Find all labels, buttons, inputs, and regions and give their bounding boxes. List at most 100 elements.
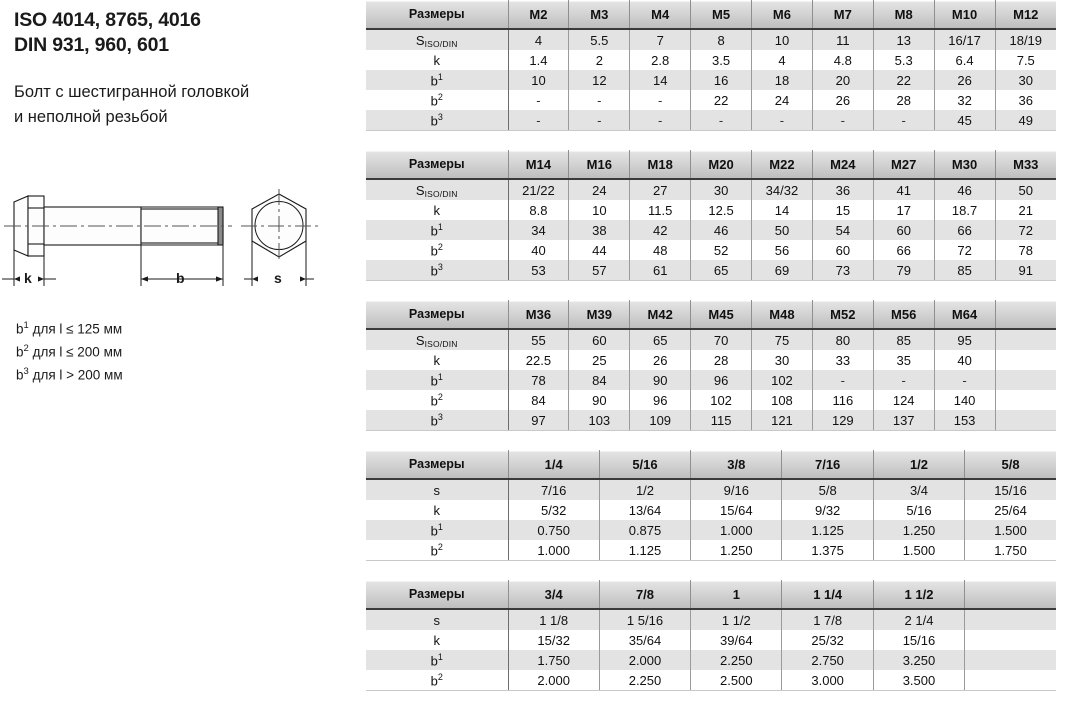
cell-value: 9/16 [690,479,783,500]
cell-value: 1.250 [873,520,966,540]
cell-value: 0.875 [599,520,692,540]
cell-value: 25/64 [964,500,1056,520]
header-cell-size-M14: M14 [508,150,570,180]
header-cell-size-1: 1 [690,580,783,610]
cell-value: 11 [812,29,874,50]
cell-value: 1 1/8 [508,609,600,630]
cell-value: 30 [690,179,753,200]
row-label-k: k [366,50,509,70]
cell-value: - [690,110,753,131]
cell-value: 54 [812,220,874,240]
cell-value: 2 1/4 [873,609,966,630]
cell-value: 7 [629,29,692,50]
cell-value: 22 [873,70,935,90]
dimension-k [2,250,56,286]
cell-value: 66 [873,240,935,260]
cell-value: 2 [568,50,631,70]
header-cell-size-M5: M5 [690,0,753,30]
cell-value: 137 [873,410,935,431]
cell-value: 21/22 [508,179,570,200]
header-cell-size-M6: M6 [751,0,813,30]
cell-value: 3/4 [873,479,966,500]
table-row: b3 53 57 61 65 69 73 79 85 91 [366,260,1056,281]
imperial-table-1: Размеры 1/4 5/16 3/8 7/16 1/2 5/8 s 7/16 1/2 9/16 5… [366,450,1056,561]
table-row: b1 34 38 42 46 50 54 60 66 72 [366,220,1056,240]
cell-value: 61 [629,260,692,281]
cell-value: 78 [508,370,570,390]
table-header-row: Размеры 1/4 5/16 3/8 7/16 1/2 5/8 [366,450,1056,480]
dimension-k-label: k [24,270,32,286]
cell-value: 102 [690,390,753,410]
header-cell-dimensions: Размеры [366,0,509,30]
table-row: b1 0.750 0.875 1.000 1.125 1.250 1.500 [366,520,1056,540]
cell-value: 55 [508,329,570,350]
cell-value: 45 [934,110,996,131]
header-cell-size-M20: M20 [690,150,753,180]
cell-value: 12.5 [690,200,753,220]
cell-value: 26 [934,70,996,90]
cell-value: 56 [751,240,813,260]
cell-value: 2.8 [629,50,692,70]
cell-value: 3.500 [873,670,966,691]
cell-value: 7.5 [995,50,1056,70]
header-cell-size-M24: M24 [812,150,874,180]
dimension-s [244,241,314,286]
hex-bolt-drawing: k b s [0,183,330,293]
dimension-b-label: b [176,270,185,286]
header-cell-size-M45: M45 [690,300,753,330]
cell-value: 11.5 [629,200,692,220]
cell-value: 3.000 [781,670,874,691]
cell-value: 9/32 [781,500,874,520]
header-cell-dimensions: Размеры [366,450,509,480]
header-cell-size-M48: M48 [751,300,813,330]
header-cell-size-M3: M3 [568,0,631,30]
cell-value [995,410,1056,431]
cell-value: - [751,110,813,131]
footnotes-block: b1 для l ≤ 125 мм b2 для l ≤ 200 мм b3 для… [16,316,123,385]
header-cell-dimensions: Размеры [366,300,509,330]
cell-value: 34 [508,220,570,240]
table-row: s 7/16 1/2 9/16 5/8 3/4 15/16 [366,479,1056,500]
cell-value: 5/8 [781,479,874,500]
header-cell-size-5-16: 5/16 [599,450,692,480]
row-label-s_iso_din: SISO/DIN [366,329,509,350]
cell-value: 28 [873,90,935,110]
cell-value: 48 [629,240,692,260]
cell-value: 1 5/16 [599,609,692,630]
header-cell-size-M22: M22 [751,150,813,180]
cell-value [995,370,1056,390]
cell-value: 13/64 [599,500,692,520]
cell-value: 39/64 [690,630,783,650]
cell-value: 10 [568,200,631,220]
cell-value: 60 [568,329,631,350]
cell-value: 72 [934,240,996,260]
cell-value: 1.250 [690,540,783,561]
cell-value: 1.750 [964,540,1056,561]
table-row: k 22.5 25 26 28 30 33 35 40 [366,350,1056,370]
cell-value: - [568,90,631,110]
cell-value: 40 [934,350,996,370]
row-label-s_iso_din: SISO/DIN [366,179,509,200]
cell-value [995,329,1056,350]
cell-value: 15/32 [508,630,600,650]
header-cell-size-M64: M64 [934,300,996,330]
header-cell-size-7-8: 7/8 [599,580,692,610]
cell-value [995,350,1056,370]
cell-value: 32 [934,90,996,110]
cell-value: 80 [812,329,874,350]
row-label-k: k [366,350,509,370]
standards-iso-line: ISO 4014, 8765, 4016 [14,9,201,31]
cell-value: 8.8 [508,200,570,220]
cell-value: 73 [812,260,874,281]
table-row: SISO/DIN 21/22 24 27 30 34/32 36 41 46 50 [366,179,1056,200]
cell-value: 22.5 [508,350,570,370]
cell-value: 85 [873,329,935,350]
table-row: b2 1.000 1.125 1.250 1.375 1.500 1.750 [366,540,1056,561]
cell-value: 90 [568,390,631,410]
row-label-b3: b3 [366,410,509,431]
cell-value: 16 [690,70,753,90]
row-label-b2: b2 [366,390,509,410]
dimension-s-label: s [274,270,282,286]
table-header-row: Размеры M36 M39 M42 M45 M48 M52 M56 M64 [366,300,1056,330]
